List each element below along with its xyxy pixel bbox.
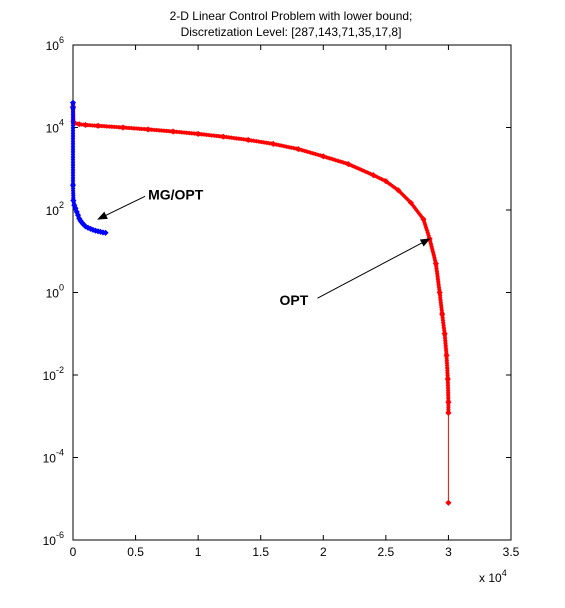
- data-point-dense: [387, 181, 393, 187]
- series-layer: [69, 99, 452, 506]
- data-point-dense: [419, 214, 424, 219]
- data-point-dense: [415, 210, 421, 215]
- data-point-dense: [390, 184, 396, 189]
- data-point-dense: [386, 180, 391, 186]
- data-point-dense: [416, 211, 422, 216]
- data-point-dense: [393, 186, 398, 191]
- annotation-arrow: [97, 195, 146, 220]
- y-tick-label: 106: [46, 35, 64, 53]
- x-axis: 0 0.5 1 1.5 2 2.5 3 3.5: [70, 45, 520, 559]
- y-tick-exponent: 4: [59, 118, 64, 128]
- x-multiplier-exponent: 4: [502, 568, 507, 578]
- data-point-dense: [391, 185, 397, 190]
- annotation-arrow: [317, 238, 431, 299]
- data-point-dense: [375, 175, 381, 180]
- y-tick-label: 10-4: [43, 448, 64, 466]
- annotation-label: OPT: [279, 292, 308, 308]
- data-point-dense: [405, 197, 410, 202]
- y-tick-exponent: 2: [59, 200, 64, 210]
- y-tick-exponent: 0: [59, 283, 64, 293]
- y-tick-base: 10: [46, 287, 60, 301]
- data-point: [102, 229, 109, 236]
- x-multiplier-base: x 10: [479, 571, 502, 585]
- data-point-dense: [411, 204, 417, 210]
- x-tick-label: 1: [195, 545, 202, 559]
- data-point-dense: [389, 182, 394, 188]
- x-multiplier-label: x 104: [479, 568, 507, 585]
- y-tick-base: 10: [46, 39, 60, 53]
- data-point-dense: [412, 205, 418, 211]
- x-tick-label: 3: [445, 545, 452, 559]
- series-markers-0: [69, 103, 452, 506]
- data-point: [445, 409, 452, 417]
- chart-title: 2-D Linear Control Problem with lower bo…: [170, 9, 413, 23]
- x-tick-label: 0: [70, 545, 77, 559]
- chart-subtitle: Discretization Level: [287,143,71,35,17,…: [181, 25, 402, 39]
- series-markers-1: [69, 99, 109, 236]
- annotation-layer: MG/OPT OPT: [97, 186, 431, 308]
- x-tick-label: 2: [320, 545, 327, 559]
- data-point-dense: [384, 179, 390, 185]
- y-tick-exponent: -6: [56, 530, 64, 540]
- y-tick-base: 10: [46, 122, 60, 136]
- x-tick-label: 2.5: [378, 545, 395, 559]
- x-tick-label: 1.5: [252, 545, 269, 559]
- y-tick-label: 104: [46, 118, 64, 136]
- data-point-dense: [397, 189, 402, 194]
- data-point-dense: [372, 173, 378, 179]
- y-tick-label: 100: [46, 283, 64, 301]
- y-tick-exponent: 6: [59, 35, 64, 45]
- y-tick-base: 10: [43, 369, 57, 383]
- y-tick-exponent: -4: [56, 448, 64, 458]
- data-point-dense: [414, 208, 420, 214]
- y-tick-label: 10-6: [43, 530, 64, 548]
- data-point-dense: [377, 175, 382, 181]
- x-tick-label: 0.5: [127, 545, 144, 559]
- annotation-label: MG/OPT: [148, 186, 204, 202]
- y-tick-exponent: -2: [56, 365, 64, 375]
- data-point-dense: [422, 220, 427, 225]
- y-tick-label: 10-2: [43, 365, 64, 383]
- y-tick-base: 10: [43, 452, 57, 466]
- y-tick-label: 102: [46, 200, 64, 218]
- x-tick-label: 3.5: [503, 545, 520, 559]
- data-point-dense: [404, 195, 409, 201]
- data-point: [445, 499, 452, 506]
- y-tick-base: 10: [46, 204, 60, 218]
- y-tick-base: 10: [43, 534, 57, 548]
- data-point-dense: [400, 192, 406, 198]
